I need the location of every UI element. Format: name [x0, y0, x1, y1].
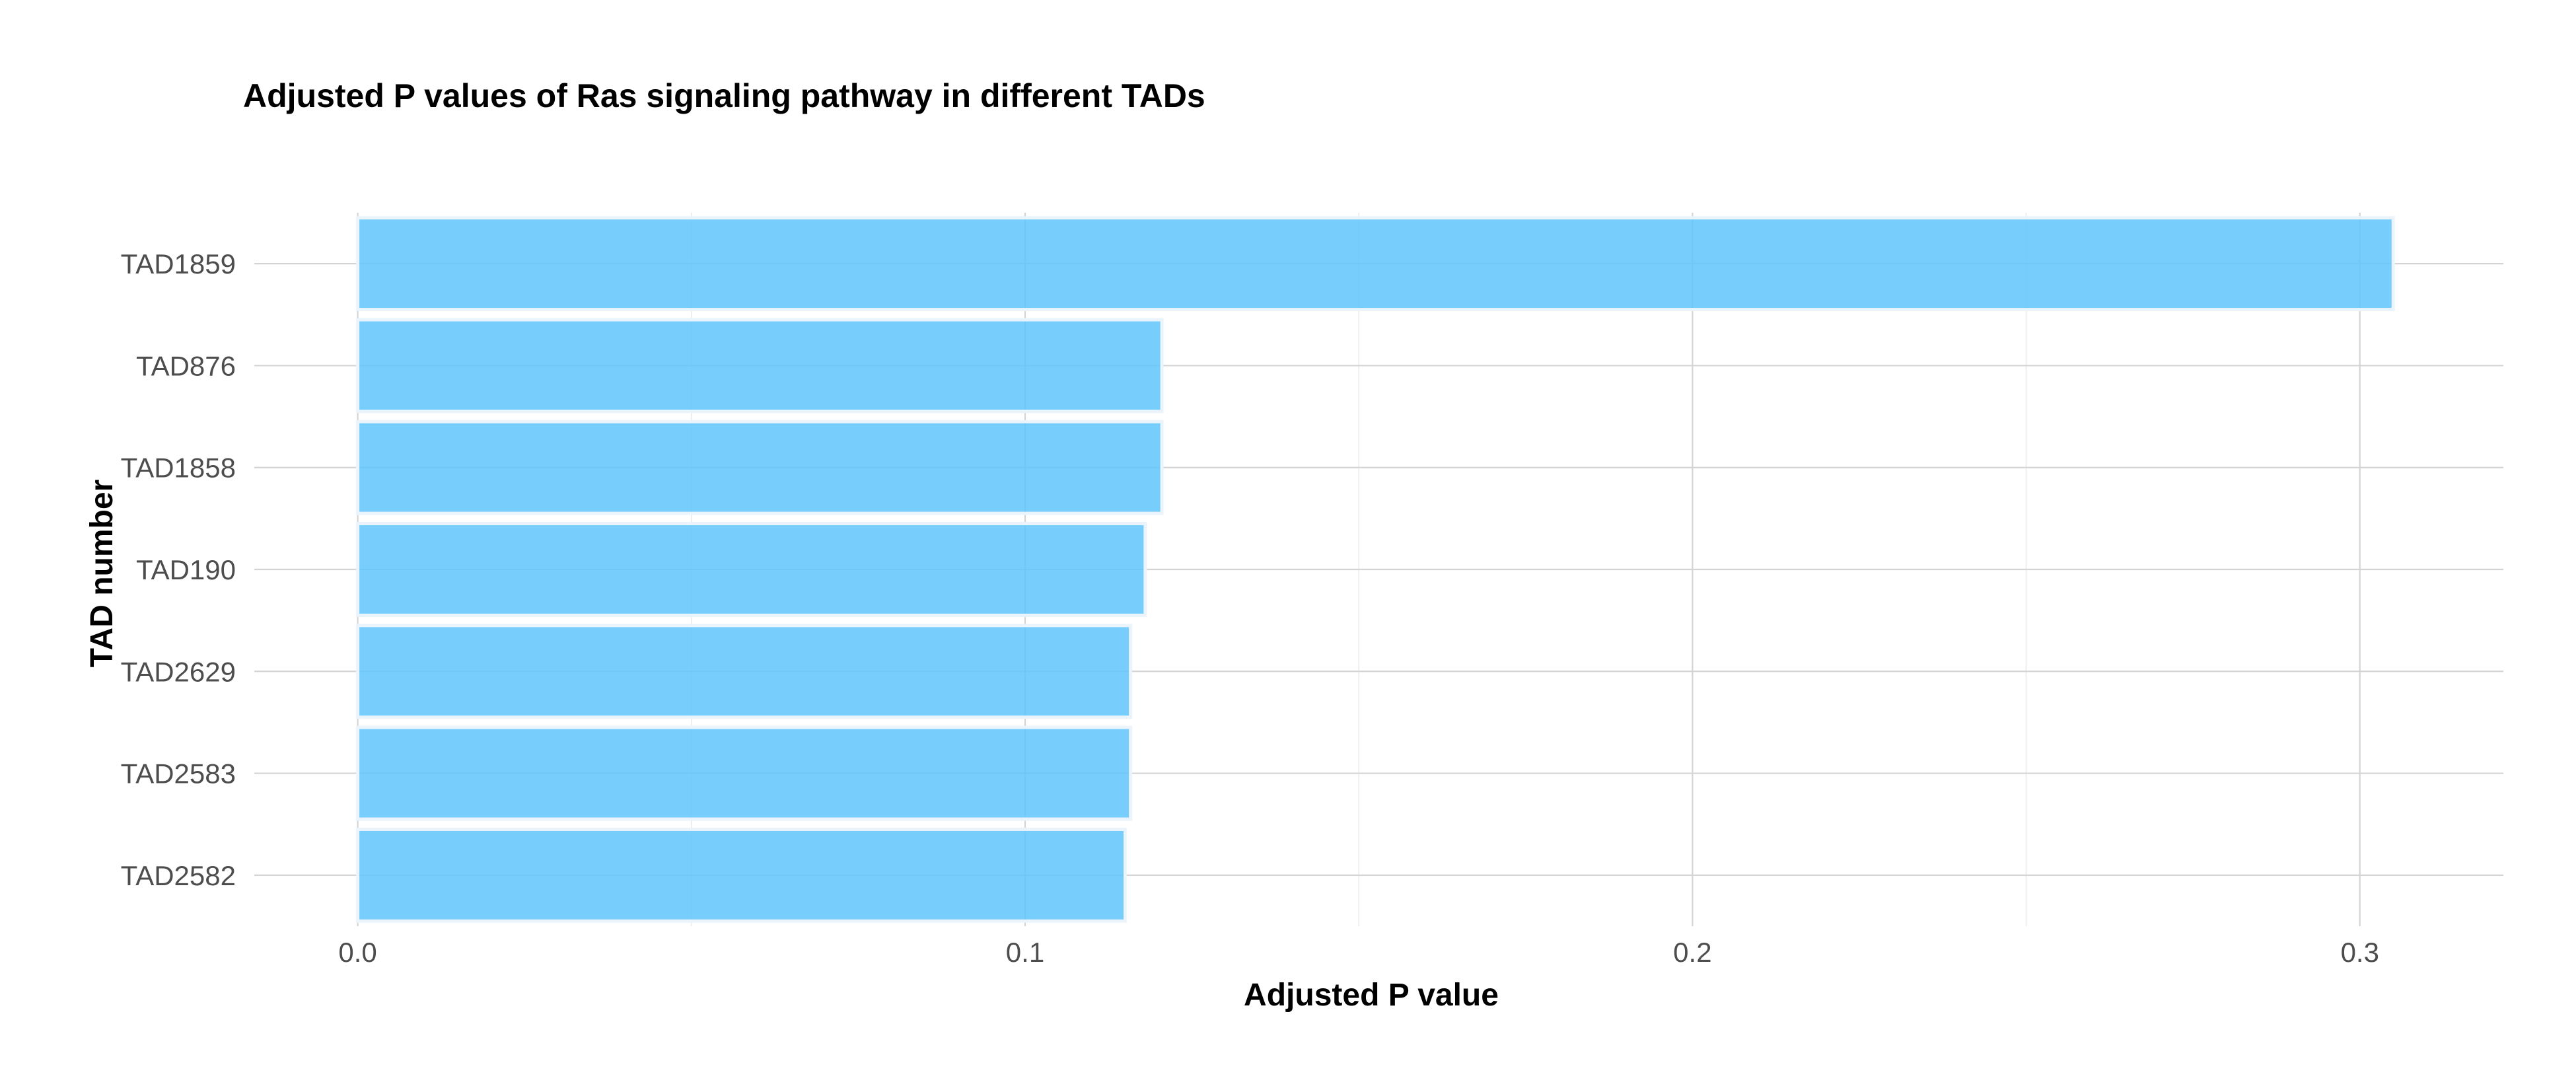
x-tick-labels: 0.0 0.1 0.2 0.3 [338, 937, 2379, 968]
y-tick-label: TAD2583 [121, 758, 236, 789]
y-tick-label: TAD1859 [121, 248, 236, 279]
bars [356, 216, 2395, 923]
bar-tad2583 [356, 725, 1133, 821]
bar-tad190 [356, 522, 1147, 617]
bar-tad1859 [356, 216, 2395, 312]
x-tick-label: 0.2 [1673, 937, 1711, 968]
y-tick-labels: TAD1859 TAD876 TAD1858 TAD190 TAD2629 TAD2583… [121, 248, 236, 891]
y-tick-label: TAD2582 [121, 860, 236, 891]
y-tick-label: TAD1858 [121, 453, 236, 484]
bar-tad876 [356, 318, 1164, 414]
y-tick-label: TAD2629 [121, 656, 236, 687]
chart-title: Adjusted P values of Ras signaling pathw… [243, 77, 1205, 114]
bar-tad2629 [356, 624, 1133, 719]
x-tick-label: 0.3 [2341, 937, 2379, 968]
x-tick-label: 0.1 [1006, 937, 1044, 968]
y-tick-label: TAD876 [136, 350, 236, 381]
y-axis-title: TAD number [85, 480, 120, 667]
x-tick-label: 0.0 [338, 937, 376, 968]
bar-tad2582 [356, 827, 1127, 923]
y-tick-label: TAD190 [136, 554, 236, 585]
bar-tad1858 [356, 419, 1164, 515]
x-axis-title: Adjusted P value [1244, 978, 1499, 1013]
